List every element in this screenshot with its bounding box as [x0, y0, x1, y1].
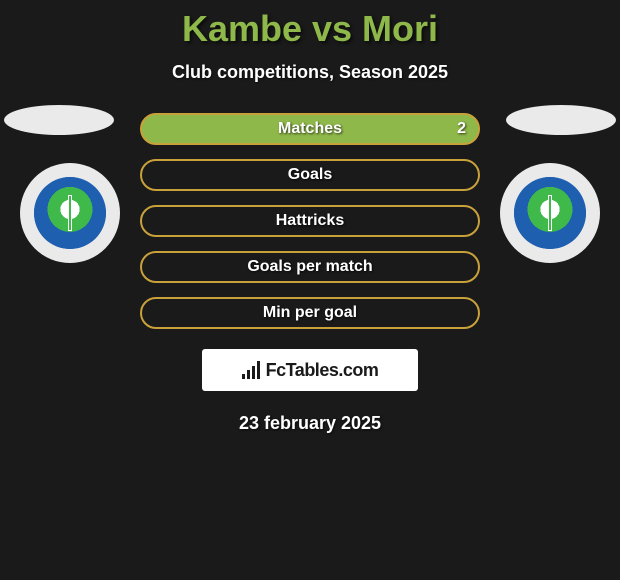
- stat-row-goals: Goals: [140, 159, 480, 191]
- date-label: 23 february 2025: [0, 413, 620, 434]
- stat-row-gpm: Goals per match: [140, 251, 480, 283]
- club-crest-icon: [514, 177, 586, 249]
- right-player-ellipse: [506, 105, 616, 135]
- page-title: Kambe vs Mori: [0, 0, 620, 50]
- stat-label: Hattricks: [276, 212, 344, 230]
- stat-label: Matches: [278, 120, 342, 138]
- logo-text: FcTables.com: [266, 360, 379, 381]
- stat-label: Min per goal: [263, 304, 357, 322]
- club-crest-icon: [34, 177, 106, 249]
- bar-chart-icon: [242, 361, 260, 379]
- comparison-area: Matches 2 Goals Hattricks Goals per matc…: [0, 113, 620, 434]
- stat-value-right: 2: [457, 120, 466, 138]
- stat-row-hattricks: Hattricks: [140, 205, 480, 237]
- stats-list: Matches 2 Goals Hattricks Goals per matc…: [140, 113, 480, 329]
- stat-label: Goals: [288, 166, 332, 184]
- left-club-badge: [20, 163, 120, 263]
- stat-label: Goals per match: [247, 258, 372, 276]
- right-club-badge: [500, 163, 600, 263]
- left-player-ellipse: [4, 105, 114, 135]
- stat-row-mpg: Min per goal: [140, 297, 480, 329]
- fctables-logo: FcTables.com: [202, 349, 418, 391]
- subtitle: Club competitions, Season 2025: [0, 62, 620, 83]
- stat-row-matches: Matches 2: [140, 113, 480, 145]
